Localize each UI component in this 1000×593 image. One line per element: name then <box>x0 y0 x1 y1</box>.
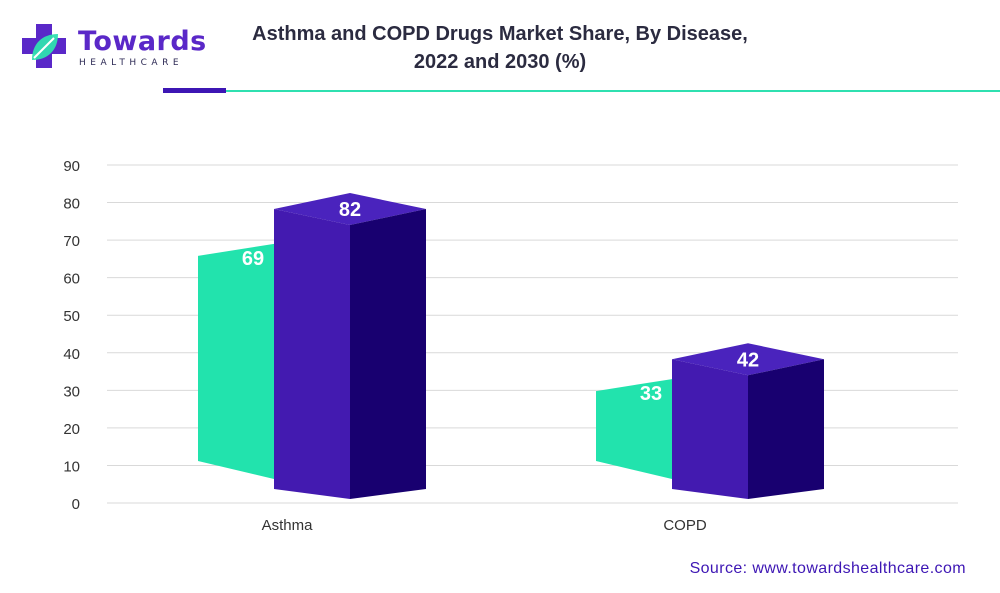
y-tick-label: 80 <box>63 196 80 213</box>
data-label-2030-copd: 42 <box>737 349 759 371</box>
y-tick-label: 60 <box>63 271 80 288</box>
bar-2030-side-copd <box>748 359 824 499</box>
y-tick-label: 90 <box>63 158 80 175</box>
y-tick-label: 30 <box>63 383 80 400</box>
data-label-2022-asthma: 69 <box>242 248 264 270</box>
x-tick-label: COPD <box>663 517 707 534</box>
chart-title-line-2: 2022 and 2030 (%) <box>413 51 587 73</box>
bar-2022-copd <box>596 379 672 479</box>
y-tick-label: 50 <box>63 308 80 325</box>
x-tick-label: Asthma <box>262 517 314 534</box>
bar-2030-side-asthma <box>350 209 426 500</box>
title-underline-light <box>226 90 1000 92</box>
bars: 69 82 33 42 <box>198 193 824 500</box>
y-tick-label: 0 <box>72 496 80 513</box>
towards-healthcare-logo: Towards HEALTHCARE <box>20 22 206 72</box>
y-tick-label: 20 <box>63 421 80 438</box>
logo-subtitle: HEALTHCARE <box>79 58 184 68</box>
bar-2022-asthma <box>198 243 274 479</box>
data-label-2030-asthma: 82 <box>339 199 361 221</box>
data-label-2022-copd: 33 <box>640 383 662 405</box>
y-tick-label: 70 <box>63 233 80 250</box>
source-note: Source: www.towardshealthcare.com <box>689 560 966 577</box>
medical-cross-icon <box>22 24 66 68</box>
y-tick-label: 10 <box>63 458 80 475</box>
title-underline-dark <box>163 88 226 93</box>
bar-2030-asthma <box>274 209 350 500</box>
y-axis-ticks: 0 10 20 30 40 50 60 70 80 90 <box>63 158 80 513</box>
x-axis-labels: Asthma COPD <box>262 517 707 534</box>
y-tick-label: 40 <box>63 346 80 363</box>
logo-wordmark: Towards <box>78 26 207 57</box>
chart-title: Asthma and COPD Drugs Market Share, By D… <box>250 20 750 76</box>
bar-2030-copd <box>672 359 748 499</box>
chart-title-line-1: Asthma and COPD Drugs Market Share, By D… <box>252 23 748 45</box>
